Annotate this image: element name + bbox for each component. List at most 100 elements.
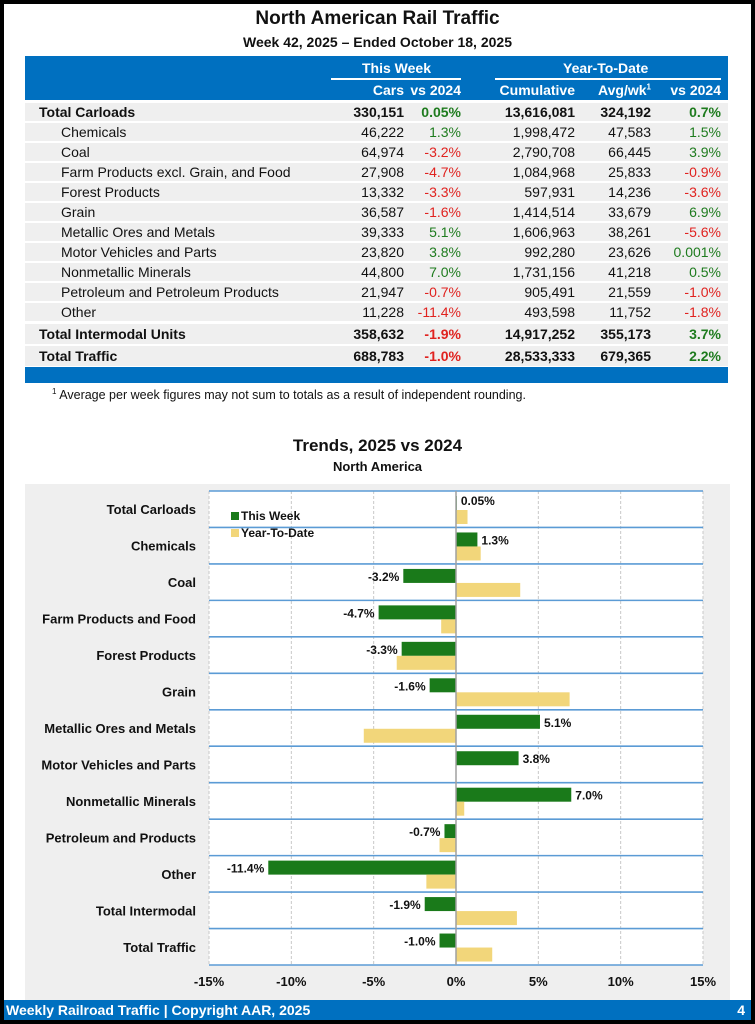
cell-vs-2024-ytd: 1.5% bbox=[689, 124, 721, 140]
table-row: Motor Vehicles and Parts 23,820 3.8% 992,28… bbox=[25, 243, 728, 261]
cell-vs-2024-ytd: 3.9% bbox=[689, 144, 721, 160]
cell-vs-2024-week: 1.3% bbox=[429, 124, 461, 140]
footer-copyright: Weekly Railroad Traffic | Copyright AAR,… bbox=[6, 1002, 311, 1018]
cell-vs-2024-ytd: 3.7% bbox=[689, 326, 721, 342]
bar-this-week bbox=[424, 897, 456, 912]
data-label: -1.9% bbox=[389, 898, 421, 912]
cell-vs-2024-week: -4.7% bbox=[424, 164, 461, 180]
group-underline bbox=[331, 78, 461, 80]
cell-vs-2024-week: 0.05% bbox=[421, 104, 461, 120]
bar-this-week bbox=[401, 641, 456, 656]
cell-cars: 23,820 bbox=[361, 244, 404, 260]
bar-this-week bbox=[456, 532, 478, 547]
cell-vs-2024-week: -1.9% bbox=[424, 326, 461, 342]
col-vs-2024-week: vs 2024 bbox=[410, 82, 461, 98]
category-label: Nonmetallic Minerals bbox=[66, 794, 196, 809]
table-footer-bar bbox=[25, 367, 728, 383]
bar-ytd bbox=[439, 838, 456, 853]
table-row: Total Intermodal Units 358,632 -1.9% 14,917… bbox=[25, 324, 728, 344]
category-label: Coal bbox=[168, 575, 196, 590]
bar-ytd bbox=[456, 546, 481, 561]
category-label: Total Intermodal bbox=[96, 903, 196, 918]
legend-label-ytd: Year-To-Date bbox=[241, 526, 314, 540]
bar-this-week bbox=[456, 751, 519, 766]
bar-ytd bbox=[363, 728, 456, 743]
cell-cumulative: 493,598 bbox=[524, 304, 575, 320]
cell-cars: 44,800 bbox=[361, 264, 404, 280]
legend-label-this-week: This Week bbox=[241, 509, 300, 523]
table-row: Total Traffic 688,783 -1.0% 28,533,333 679,3… bbox=[25, 346, 728, 366]
cell-cumulative: 905,491 bbox=[524, 284, 575, 300]
data-label: 7.0% bbox=[575, 789, 603, 803]
bar-ytd bbox=[426, 874, 456, 889]
bar-ytd bbox=[441, 619, 456, 634]
cell-vs-2024-ytd: 0.001% bbox=[673, 244, 721, 260]
table-row: Chemicals 46,222 1.3% 1,998,472 47,583 1.5% bbox=[25, 123, 728, 141]
chart-title: Trends, 2025 vs 2024 bbox=[292, 436, 463, 455]
cell-avg-wk: 47,583 bbox=[608, 124, 651, 140]
cell-vs-2024-ytd: -1.0% bbox=[684, 284, 721, 300]
row-label: Other bbox=[61, 304, 97, 320]
bar-this-week bbox=[378, 605, 456, 620]
cell-cars: 13,332 bbox=[361, 184, 404, 200]
legend-swatch-ytd bbox=[231, 529, 239, 537]
row-label: Farm Products excl. Grain, and Food bbox=[61, 164, 291, 180]
data-label: 3.8% bbox=[523, 752, 551, 766]
cell-vs-2024-ytd: -1.8% bbox=[684, 304, 721, 320]
category-label: Petroleum and Products bbox=[46, 830, 196, 845]
row-label: Motor Vehicles and Parts bbox=[61, 244, 217, 260]
cell-cars: 64,974 bbox=[361, 144, 404, 160]
cell-vs-2024-week: 5.1% bbox=[429, 224, 461, 240]
group-this-week: This Week bbox=[362, 60, 431, 76]
cell-cars: 46,222 bbox=[361, 124, 404, 140]
category-label: Motor Vehicles and Parts bbox=[41, 757, 196, 772]
table-row: Petroleum and Petroleum Products 21,947 -0… bbox=[25, 283, 728, 301]
cell-cumulative: 1,731,156 bbox=[512, 264, 575, 280]
bar-this-week bbox=[403, 568, 456, 583]
legend-swatch-this-week bbox=[231, 512, 239, 520]
cell-vs-2024-week: 7.0% bbox=[429, 264, 461, 280]
x-tick-label: 0% bbox=[447, 974, 466, 989]
cell-cumulative: 1,606,963 bbox=[512, 224, 575, 240]
cell-vs-2024-week: -3.2% bbox=[424, 144, 461, 160]
bar-ytd bbox=[396, 655, 456, 670]
data-label: -1.0% bbox=[404, 935, 436, 949]
cell-cars: 358,632 bbox=[353, 326, 404, 342]
cell-vs-2024-ytd: -5.6% bbox=[684, 224, 721, 240]
chart-subtitle: North America bbox=[332, 459, 423, 474]
cell-cumulative: 597,931 bbox=[524, 184, 575, 200]
cell-cumulative: 1,414,514 bbox=[512, 204, 575, 220]
cell-vs-2024-week: 3.8% bbox=[429, 244, 461, 260]
bar-this-week bbox=[456, 787, 572, 802]
cell-avg-wk: 324,192 bbox=[600, 104, 651, 120]
cell-vs-2024-ytd: 0.7% bbox=[689, 104, 721, 120]
cell-avg-wk: 14,236 bbox=[608, 184, 651, 200]
data-label: -3.3% bbox=[366, 643, 398, 657]
page-number: 4 bbox=[737, 1002, 745, 1018]
bar-ytd bbox=[456, 692, 570, 707]
cell-cars: 36,587 bbox=[361, 204, 404, 220]
table-row: Total Carloads 330,151 0.05% 13,616,081 324,… bbox=[25, 103, 728, 121]
cell-avg-wk: 41,218 bbox=[608, 264, 651, 280]
table-header: This Week Year-To-Date Cars vs 2024 Cumu… bbox=[25, 56, 728, 100]
cell-avg-wk: 66,445 bbox=[608, 144, 651, 160]
cell-cars: 688,783 bbox=[353, 348, 404, 364]
bar-this-week bbox=[268, 860, 456, 875]
data-label: -3.2% bbox=[368, 570, 400, 584]
row-label: Grain bbox=[61, 204, 96, 220]
bar-this-week bbox=[439, 933, 456, 948]
cell-vs-2024-ytd: -0.9% bbox=[684, 164, 721, 180]
bar-this-week bbox=[429, 678, 456, 693]
row-label: Chemicals bbox=[61, 124, 127, 140]
category-label: Grain bbox=[162, 685, 196, 700]
bar-ytd bbox=[456, 801, 465, 816]
x-tick-label: 15% bbox=[690, 974, 716, 989]
cell-vs-2024-week: -11.4% bbox=[417, 304, 461, 320]
cell-avg-wk: 38,261 bbox=[608, 224, 651, 240]
cell-cars: 21,947 bbox=[361, 284, 404, 300]
data-label: -0.7% bbox=[409, 825, 441, 839]
cell-vs-2024-ytd: -3.6% bbox=[684, 184, 721, 200]
col-vs-2024-ytd: vs 2024 bbox=[670, 82, 721, 98]
col-cars: Cars bbox=[372, 82, 404, 98]
